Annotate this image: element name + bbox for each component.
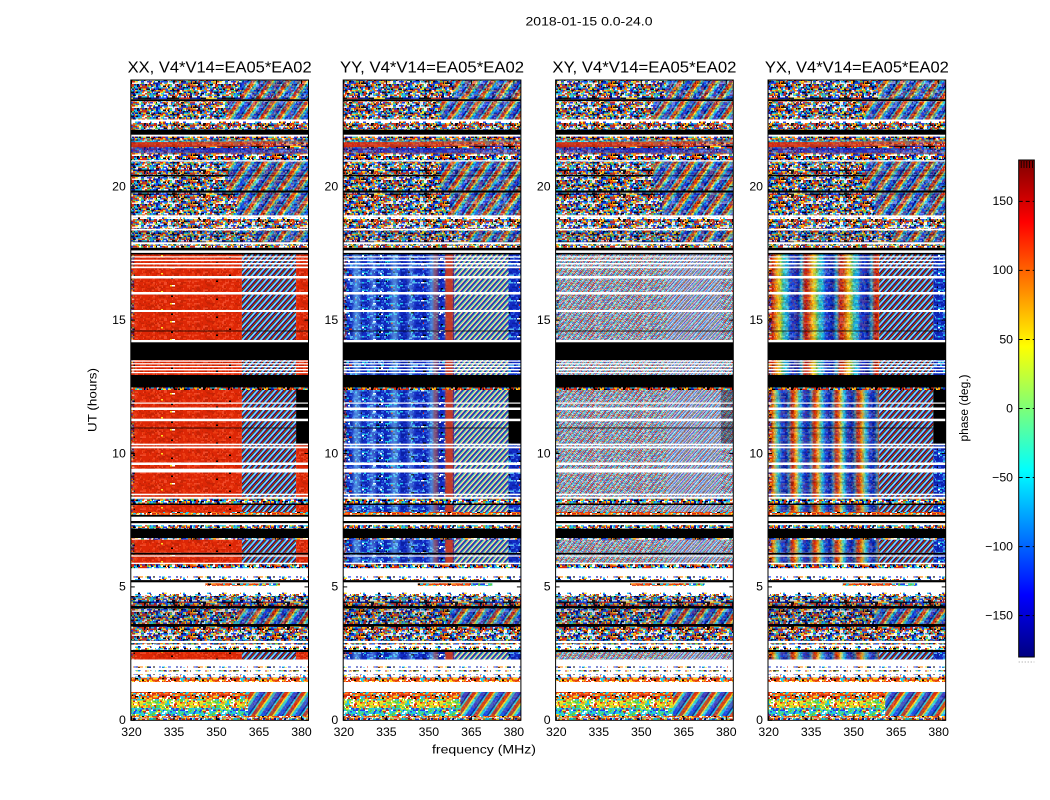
svg-text:320: 320 <box>334 725 355 739</box>
svg-text:335: 335 <box>164 725 185 739</box>
svg-text:YY, V4*V14=EA05*EA02: YY, V4*V14=EA05*EA02 <box>340 60 524 77</box>
svg-text:0: 0 <box>544 713 551 727</box>
svg-text:5: 5 <box>119 580 126 594</box>
svg-text:−100: −100 <box>985 539 1013 553</box>
svg-text:10: 10 <box>112 446 126 460</box>
svg-text:15: 15 <box>112 313 126 327</box>
svg-text:335: 335 <box>801 725 822 739</box>
svg-text:20: 20 <box>325 180 339 194</box>
svg-text:frequency (MHz): frequency (MHz) <box>432 743 536 757</box>
svg-text:320: 320 <box>546 725 567 739</box>
svg-text:350: 350 <box>419 725 440 739</box>
svg-text:2018-01-15 0.0-24.0: 2018-01-15 0.0-24.0 <box>526 15 653 29</box>
svg-text:5: 5 <box>544 580 551 594</box>
svg-text:phase (deg.): phase (deg.) <box>957 375 971 442</box>
svg-text:0: 0 <box>756 713 763 727</box>
svg-text:0: 0 <box>1006 401 1013 415</box>
svg-text:15: 15 <box>325 313 339 327</box>
svg-text:20: 20 <box>537 180 551 194</box>
svg-text:380: 380 <box>928 725 949 739</box>
svg-text:−150: −150 <box>985 608 1013 622</box>
svg-text:20: 20 <box>112 180 126 194</box>
svg-text:15: 15 <box>537 313 551 327</box>
svg-text:365: 365 <box>674 725 695 739</box>
svg-text:XX, V4*V14=EA05*EA02: XX, V4*V14=EA05*EA02 <box>128 60 312 77</box>
svg-text:15: 15 <box>749 313 763 327</box>
svg-text:20: 20 <box>749 180 763 194</box>
svg-text:350: 350 <box>843 725 864 739</box>
svg-text:XY, V4*V14=EA05*EA02: XY, V4*V14=EA05*EA02 <box>552 60 736 77</box>
svg-text:5: 5 <box>331 580 338 594</box>
svg-text:0: 0 <box>119 713 126 727</box>
svg-text:320: 320 <box>758 725 779 739</box>
svg-text:335: 335 <box>589 725 610 739</box>
svg-text:380: 380 <box>716 725 737 739</box>
svg-text:365: 365 <box>461 725 482 739</box>
svg-text:335: 335 <box>376 725 397 739</box>
svg-text:320: 320 <box>121 725 142 739</box>
svg-text:380: 380 <box>291 725 312 739</box>
svg-text:50: 50 <box>999 332 1013 346</box>
svg-text:10: 10 <box>749 446 763 460</box>
svg-text:350: 350 <box>631 725 652 739</box>
svg-text:10: 10 <box>537 446 551 460</box>
svg-text:5: 5 <box>756 580 763 594</box>
svg-text:100: 100 <box>992 263 1013 277</box>
svg-text:150: 150 <box>992 194 1013 208</box>
svg-text:YX, V4*V14=EA05*EA02: YX, V4*V14=EA05*EA02 <box>765 60 949 77</box>
svg-text:10: 10 <box>325 446 339 460</box>
svg-text:365: 365 <box>249 725 270 739</box>
svg-text:350: 350 <box>206 725 227 739</box>
svg-text:UT (hours): UT (hours) <box>86 368 100 432</box>
svg-text:0: 0 <box>331 713 338 727</box>
svg-text:365: 365 <box>886 725 907 739</box>
svg-text:380: 380 <box>504 725 525 739</box>
svg-text:−50: −50 <box>992 470 1013 484</box>
